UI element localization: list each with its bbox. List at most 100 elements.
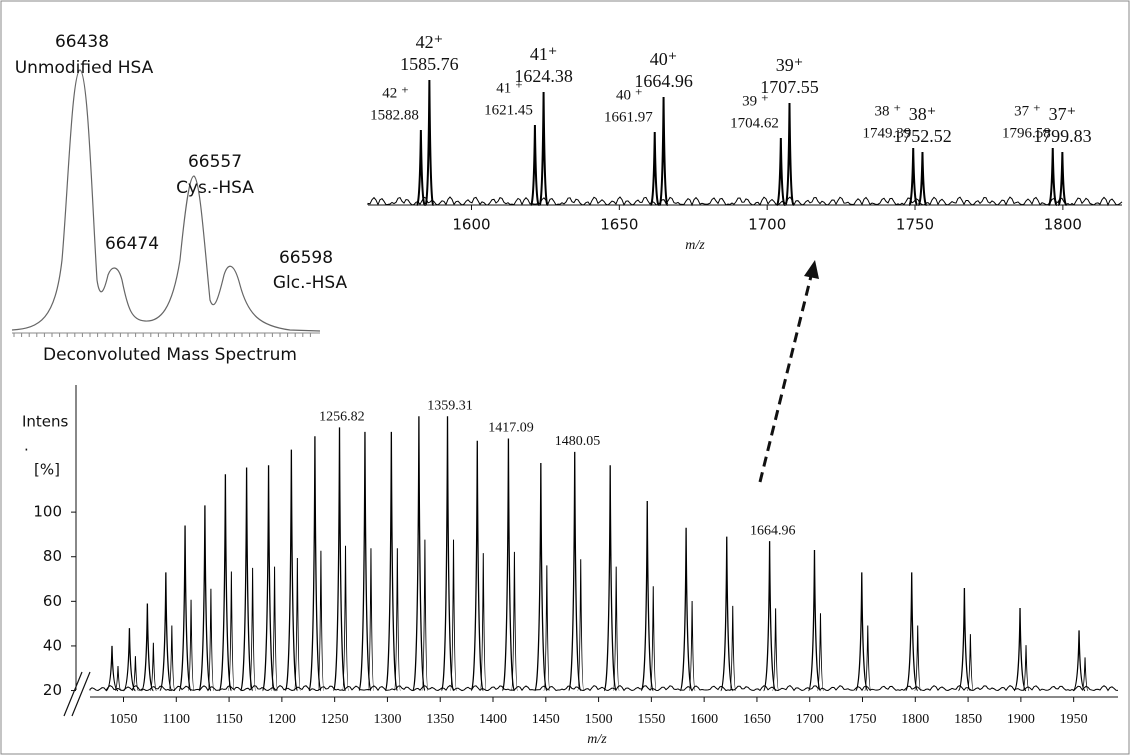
peak-mz-label: 1704.62: [730, 115, 779, 131]
adduct-peak: [688, 600, 696, 692]
peak: [470, 440, 484, 692]
peak: [529, 124, 540, 206]
peak-label: 1417.09: [488, 421, 534, 436]
peak: [308, 436, 322, 692]
y-axis-label: .: [24, 437, 29, 455]
adduct-peak: [249, 567, 257, 692]
peak: [568, 451, 582, 692]
peak-label: 1359.31: [427, 398, 473, 413]
peak-name: Cys.-HSA: [176, 178, 254, 198]
adduct-peak: [450, 539, 458, 692]
x-tick-label: 1100: [163, 712, 190, 727]
peak-mz-label: 1621.45: [484, 102, 533, 118]
peak-name: Glc.-HSA: [273, 273, 348, 293]
peak: [1047, 147, 1058, 206]
x-axis-label: m/z: [587, 732, 607, 747]
x-tick-label: 1500: [585, 712, 613, 727]
peak: [807, 550, 822, 692]
x-tick-label: 1650: [743, 712, 771, 727]
zoom-arrow: [758, 271, 814, 483]
adduct-peak: [421, 539, 429, 692]
adduct-peak: [772, 608, 780, 692]
charge-label: 40 ⁺: [616, 87, 643, 103]
peak-mz-label: 1664.96: [634, 71, 693, 91]
peak: [178, 525, 192, 692]
peak: [679, 527, 693, 692]
x-tick-label: 1400: [479, 712, 507, 727]
x-tick-label: 1700: [796, 712, 824, 727]
peak-mass: 66598: [279, 248, 333, 268]
x-tick-label: 1900: [1007, 712, 1035, 727]
peak: [658, 96, 669, 206]
adduct-peak: [367, 548, 375, 692]
charge-label: 38 ⁺: [875, 103, 902, 119]
peak-label: 1480.05: [555, 434, 601, 449]
y-axis-label: [%]: [34, 461, 60, 479]
adduct-peak: [479, 553, 487, 692]
adduct-peak: [393, 548, 401, 692]
adduct-peak: [271, 566, 279, 692]
peak: [105, 645, 119, 692]
peak: [239, 467, 254, 692]
x-tick-label: 1150: [215, 712, 242, 727]
adduct-peak: [649, 586, 657, 692]
x-tick-label: 1850: [954, 712, 982, 727]
charge-label: 37 ⁺: [1014, 103, 1041, 119]
charge-label: 38⁺: [909, 104, 937, 124]
x-tick-label: 1300: [373, 712, 401, 727]
peak-label: 1664.96: [750, 523, 796, 538]
charge-label: 41⁺: [530, 44, 558, 64]
peak-mz-label: 1707.55: [760, 77, 819, 97]
adduct-peak: [207, 588, 215, 692]
adduct-peak: [612, 566, 620, 692]
axis-break: [63, 671, 91, 717]
adduct-peak: [577, 559, 585, 692]
peak-mz-label: 1582.88: [370, 107, 419, 123]
adduct-peak: [1081, 657, 1089, 692]
charge-label: 40⁺: [650, 49, 678, 69]
y-axis-label: Intens: [22, 413, 69, 431]
x-tick-label: 1750: [896, 216, 934, 234]
peak: [640, 500, 654, 692]
adduct-peak: [342, 545, 350, 692]
peak: [159, 572, 173, 692]
peak: [784, 102, 795, 206]
charge-label: 42 ⁺: [382, 85, 409, 101]
charge-label: 37⁺: [1049, 104, 1077, 124]
peak-mass: 66438: [55, 32, 109, 52]
deconvoluted-trace: [11, 69, 321, 332]
peak-mz-label: 1752.52: [893, 126, 952, 146]
adduct-peak: [227, 571, 235, 692]
adduct-peak: [729, 605, 737, 692]
adduct-peak: [966, 634, 974, 692]
peak: [501, 438, 516, 692]
charge-label: 42⁺: [416, 32, 444, 52]
baseline-noise: [89, 684, 1119, 692]
x-tick-label: 1450: [532, 712, 560, 727]
peak: [908, 147, 919, 206]
peak: [284, 449, 299, 692]
peak-name: Unmodified HSA: [15, 58, 154, 78]
adduct-peak: [293, 558, 301, 692]
x-tick-label: 1250: [321, 712, 349, 727]
y-tick-label: 60: [43, 592, 62, 610]
charge-label: 39 ⁺: [742, 93, 769, 109]
adduct-peak: [914, 625, 922, 692]
x-tick-label: 1800: [901, 712, 929, 727]
peak: [1057, 151, 1068, 206]
peak-mass: 66557: [188, 152, 242, 172]
x-tick-label: 1600: [452, 216, 490, 234]
peak: [775, 137, 786, 206]
adduct-peak: [317, 550, 325, 692]
peak: [538, 91, 549, 206]
adduct-peak: [510, 551, 518, 692]
peak: [534, 463, 548, 692]
peak: [261, 465, 276, 692]
adduct-peak: [864, 625, 872, 692]
peak: [1072, 630, 1086, 692]
adduct-peak: [187, 599, 195, 692]
peak: [1013, 608, 1027, 692]
peak: [440, 416, 455, 692]
